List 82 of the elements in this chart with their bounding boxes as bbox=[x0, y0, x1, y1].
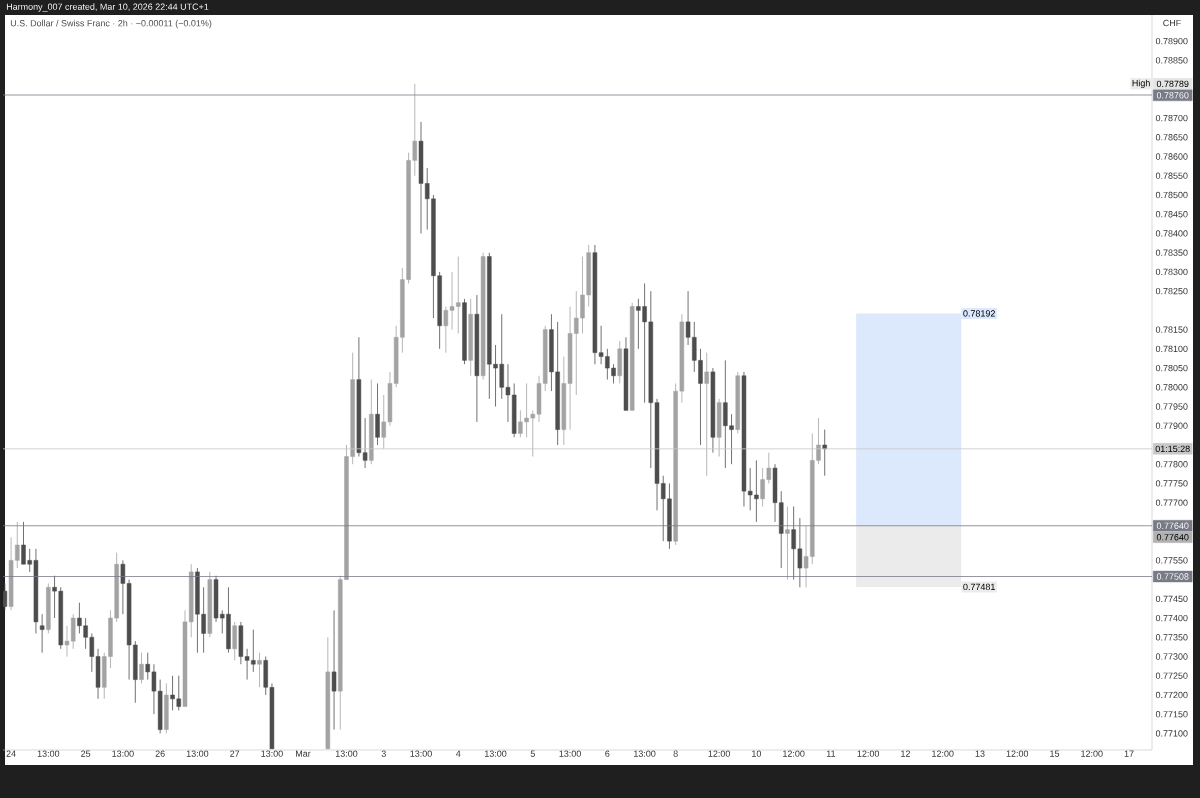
x-tick-label: 4 bbox=[455, 750, 461, 757]
y-tick-label: 0.77250 bbox=[1155, 672, 1188, 679]
x-tick-label: 6 bbox=[605, 750, 610, 757]
y-tick-label: 0.78150 bbox=[1155, 326, 1188, 333]
band-label: 0.78192 bbox=[963, 310, 995, 317]
y-tick-label: 0.77100 bbox=[1155, 730, 1188, 737]
candlestick bbox=[785, 506, 790, 580]
x-tick-label: Mar bbox=[296, 750, 311, 757]
candlestick bbox=[375, 383, 380, 446]
x-tick-label: 15 bbox=[1050, 750, 1060, 757]
y-tick-label: 0.78650 bbox=[1155, 134, 1188, 141]
x-tick-label: 13:00 bbox=[261, 750, 283, 757]
x-tick-label: 13:00 bbox=[335, 750, 358, 757]
x-tick-label: 12:00 bbox=[1081, 750, 1103, 757]
annotation: High bbox=[1132, 79, 1150, 89]
x-tick-label: 5 bbox=[530, 750, 535, 757]
candlestick bbox=[331, 609, 337, 730]
x-tick-label: 26 bbox=[155, 750, 165, 757]
y-tick-label: 0.78700 bbox=[1155, 114, 1188, 122]
y-tick-label: 0.78250 bbox=[1155, 287, 1188, 295]
band-label: 0.77481 bbox=[963, 583, 995, 591]
y-tick-label: 0.77800 bbox=[1155, 461, 1188, 468]
text: Harmony_007 created, Mar 10, 2026 22:44 UTC+1 bbox=[6, 3, 209, 12]
x-tick-label: 27 bbox=[230, 750, 240, 757]
y-tick-label: 0.78000 bbox=[1155, 384, 1188, 391]
x-tick-label: 13:00 bbox=[485, 750, 507, 757]
ref-line-label: 0.77508 bbox=[1156, 573, 1189, 580]
candlestick bbox=[257, 652, 262, 688]
x-tick-label: 12:00 bbox=[1006, 750, 1029, 757]
text: 0.78789 bbox=[1156, 80, 1189, 88]
x-tick-label: 13:00 bbox=[186, 750, 209, 757]
x-tick-label: 12:00 bbox=[708, 750, 730, 757]
x-tick-label: 13:00 bbox=[634, 750, 656, 757]
x-tick-label: 12:00 bbox=[932, 750, 954, 757]
x-tick-label: 13:00 bbox=[410, 750, 432, 757]
x-tick-label: 13:00 bbox=[559, 750, 581, 757]
y-tick-label: 0.77950 bbox=[1155, 403, 1188, 410]
x-tick-label: 24 bbox=[6, 750, 16, 757]
x-tick-label: 8 bbox=[673, 750, 678, 757]
y-axis-title: CHF bbox=[1163, 19, 1181, 27]
y-tick-label: 0.78850 bbox=[1155, 57, 1188, 64]
y-tick-label: 0.78450 bbox=[1155, 211, 1188, 218]
y-tick-label: 0.77200 bbox=[1155, 691, 1188, 699]
y-tick-label: 0.77750 bbox=[1155, 480, 1188, 487]
y-tick-label: 0.78300 bbox=[1155, 268, 1188, 276]
candlestick bbox=[232, 621, 237, 661]
y-tick-label: 0.78100 bbox=[1155, 345, 1188, 353]
candlestick bbox=[139, 652, 144, 684]
y-tick-label: 0.77700 bbox=[1155, 499, 1188, 506]
x-tick-label: 10 bbox=[752, 750, 762, 757]
x-tick-label: 3 bbox=[381, 750, 386, 757]
ref-line-label: 0.78760 bbox=[1156, 92, 1189, 99]
x-tick-label: 25 bbox=[81, 750, 91, 757]
ref-line-label: 0.77640 bbox=[1156, 522, 1189, 529]
text: 0.77640 bbox=[1156, 534, 1189, 541]
y-tick-label: 0.78350 bbox=[1155, 249, 1188, 256]
x-tick-label: 17 bbox=[1124, 750, 1134, 757]
candlestick bbox=[822, 429, 827, 477]
x-tick-label: 11 bbox=[826, 750, 836, 757]
y-tick-label: 0.78400 bbox=[1155, 230, 1188, 237]
y-tick-label: 0.77300 bbox=[1155, 653, 1188, 660]
y-tick-label: 0.77400 bbox=[1155, 614, 1188, 622]
y-tick-label: 0.78600 bbox=[1155, 153, 1188, 160]
y-tick-label: 0.78550 bbox=[1155, 172, 1188, 179]
x-tick-label: 12 bbox=[901, 750, 910, 757]
x-tick-label: 13:00 bbox=[112, 750, 134, 757]
ref-line-label: 01:15:28 bbox=[1155, 445, 1190, 453]
x-tick-label: 13:00 bbox=[37, 750, 60, 757]
y-tick-label: 0.78900 bbox=[1155, 37, 1188, 45]
y-tick-label: 0.78050 bbox=[1155, 364, 1188, 372]
text: U.S. Dollar / Swiss Franc · 2h · −0.00011 (−0.01%) bbox=[10, 19, 212, 29]
y-tick-label: 0.77550 bbox=[1155, 557, 1188, 564]
x-tick-label: 12:00 bbox=[783, 750, 805, 757]
y-tick-label: 0.77900 bbox=[1155, 422, 1188, 429]
candlestick bbox=[704, 352, 709, 477]
y-tick-label: 0.77150 bbox=[1155, 711, 1188, 718]
y-tick-label: 0.77450 bbox=[1155, 595, 1188, 603]
x-tick-label: 13 bbox=[975, 750, 985, 757]
candlestick bbox=[39, 613, 45, 654]
y-tick-label: 0.78500 bbox=[1155, 191, 1188, 199]
y-tick-label: 0.77350 bbox=[1155, 634, 1188, 641]
x-tick-label: 12:00 bbox=[857, 750, 880, 757]
